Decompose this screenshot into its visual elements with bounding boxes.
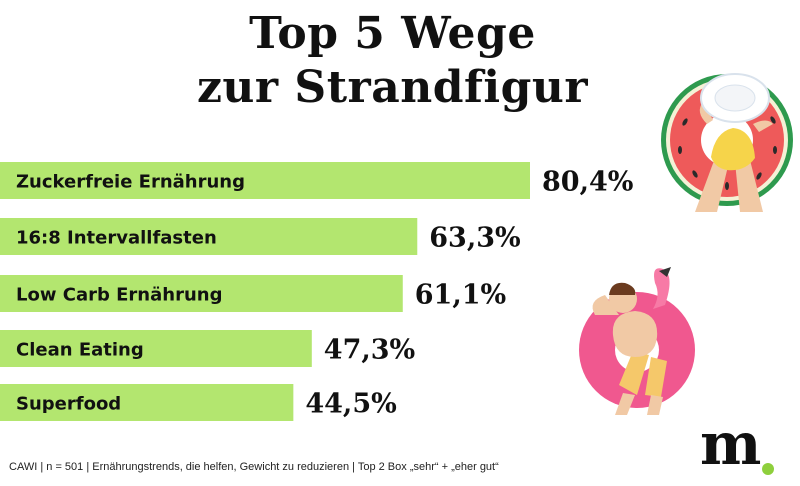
brand-logo: m [700,410,790,480]
title-line-2: zur Strandfigur [196,62,589,113]
bar [0,275,403,312]
value-label: 63,3% [429,223,520,254]
woman-in-watermelon-float-icon [661,73,793,212]
category-label: Superfood [16,394,121,415]
value-label: 44,5% [305,389,396,420]
value-label: 61,1% [415,280,506,311]
category-label: Clean Eating [16,340,144,361]
bar [0,162,530,199]
bar [0,330,312,367]
category-label: 16:8 Intervallfasten [16,228,217,249]
bar [0,218,418,255]
chart-title: Top 5 Wege zur Strandfigur [120,0,665,116]
man-on-flamingo-float-icon [579,267,695,415]
title-line-1: Top 5 Wege [249,8,536,59]
value-label: 47,3% [324,335,415,366]
logo-dot [762,463,774,475]
category-label: Low Carb Ernährung [16,285,222,306]
logo-letter: m [700,410,762,478]
footnote: CAWI | n = 501 | Ernährungstrends, die h… [9,461,499,473]
category-label: Zuckerfreie Ernährung [16,172,245,193]
value-label: 80,4% [542,167,633,198]
bar [0,384,294,421]
